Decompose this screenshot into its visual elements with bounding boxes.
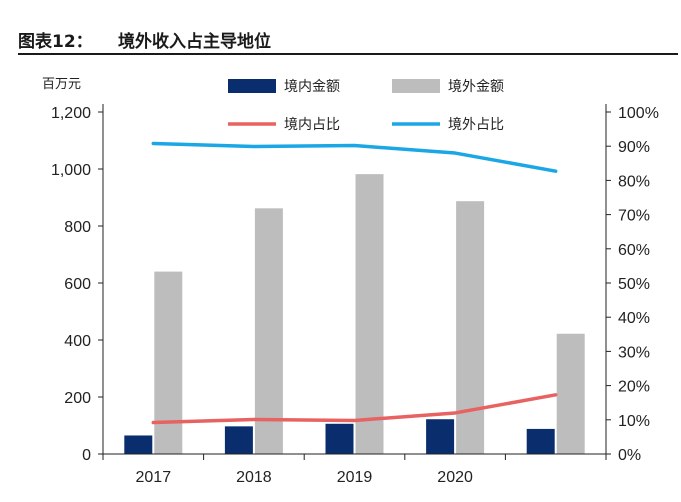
bar-domestic-2017 <box>124 435 153 454</box>
figure-label: 图表12： <box>18 32 93 52</box>
left-tick-label: 1,000 <box>51 162 91 179</box>
left-tick-label: 0 <box>82 447 91 464</box>
legend-label: 境外金额 <box>448 79 504 95</box>
left-tick-label: 1,200 <box>51 105 91 122</box>
bar-foreign-2019 <box>355 174 384 454</box>
right-tick-label: 90% <box>618 139 650 156</box>
legend-label: 境内占比 <box>284 117 340 133</box>
bar-domestic-2020 <box>426 419 455 454</box>
bar-domestic-2019 <box>325 423 354 454</box>
x-tick-label: 2019 <box>337 469 373 486</box>
bar-foreign-2017 <box>154 271 183 454</box>
bar-foreign-2021H1 <box>556 333 585 454</box>
bar-domestic-2021H1 <box>526 428 555 454</box>
right-tick-label: 100% <box>618 105 659 122</box>
bar-foreign-2018 <box>254 208 283 454</box>
x-tick-label: 2020 <box>437 469 473 486</box>
x-tick-label: 2017 <box>136 469 172 486</box>
legend-label: 境外占比 <box>448 117 504 133</box>
figure-header: 图表12： 境外收入占主导地位 <box>0 0 681 56</box>
left-tick-label: 400 <box>64 333 91 350</box>
left-tick-label: 600 <box>64 276 91 293</box>
bars-layer <box>124 174 585 454</box>
right-tick-label: 10% <box>618 413 650 430</box>
left-tick-label: 800 <box>64 219 91 236</box>
right-tick-label: 30% <box>618 344 650 361</box>
right-tick-label: 80% <box>618 173 650 190</box>
right-tick-label: 60% <box>618 242 650 259</box>
left-tick-label: 200 <box>64 390 91 407</box>
legend-swatch-domestic-amount <box>228 79 276 93</box>
lines-layer <box>151 141 558 425</box>
bar-foreign-2020 <box>456 201 485 454</box>
right-tick-label: 20% <box>618 379 650 396</box>
legend-swatch-foreign-amount <box>392 79 440 93</box>
left-axis-unit: 百万元 <box>42 77 81 92</box>
x-tick-label: 2018 <box>236 469 272 486</box>
right-tick-label: 70% <box>618 208 650 225</box>
right-tick-label: 40% <box>618 310 650 327</box>
title-underline <box>18 53 678 55</box>
figure-title: 境外收入占主导地位 <box>118 32 271 52</box>
bar-domestic-2018 <box>224 426 253 454</box>
right-tick-label: 0% <box>618 447 641 464</box>
axes-layer: 0 200 400 600 800 1,000 1,200 0% 10% 20% 30% 40% 50%… <box>42 77 659 486</box>
right-tick-label: 50% <box>618 276 650 293</box>
line-foreign-share <box>151 141 558 173</box>
legend-label: 境内金额 <box>284 79 340 95</box>
line-domestic-share <box>151 393 558 425</box>
